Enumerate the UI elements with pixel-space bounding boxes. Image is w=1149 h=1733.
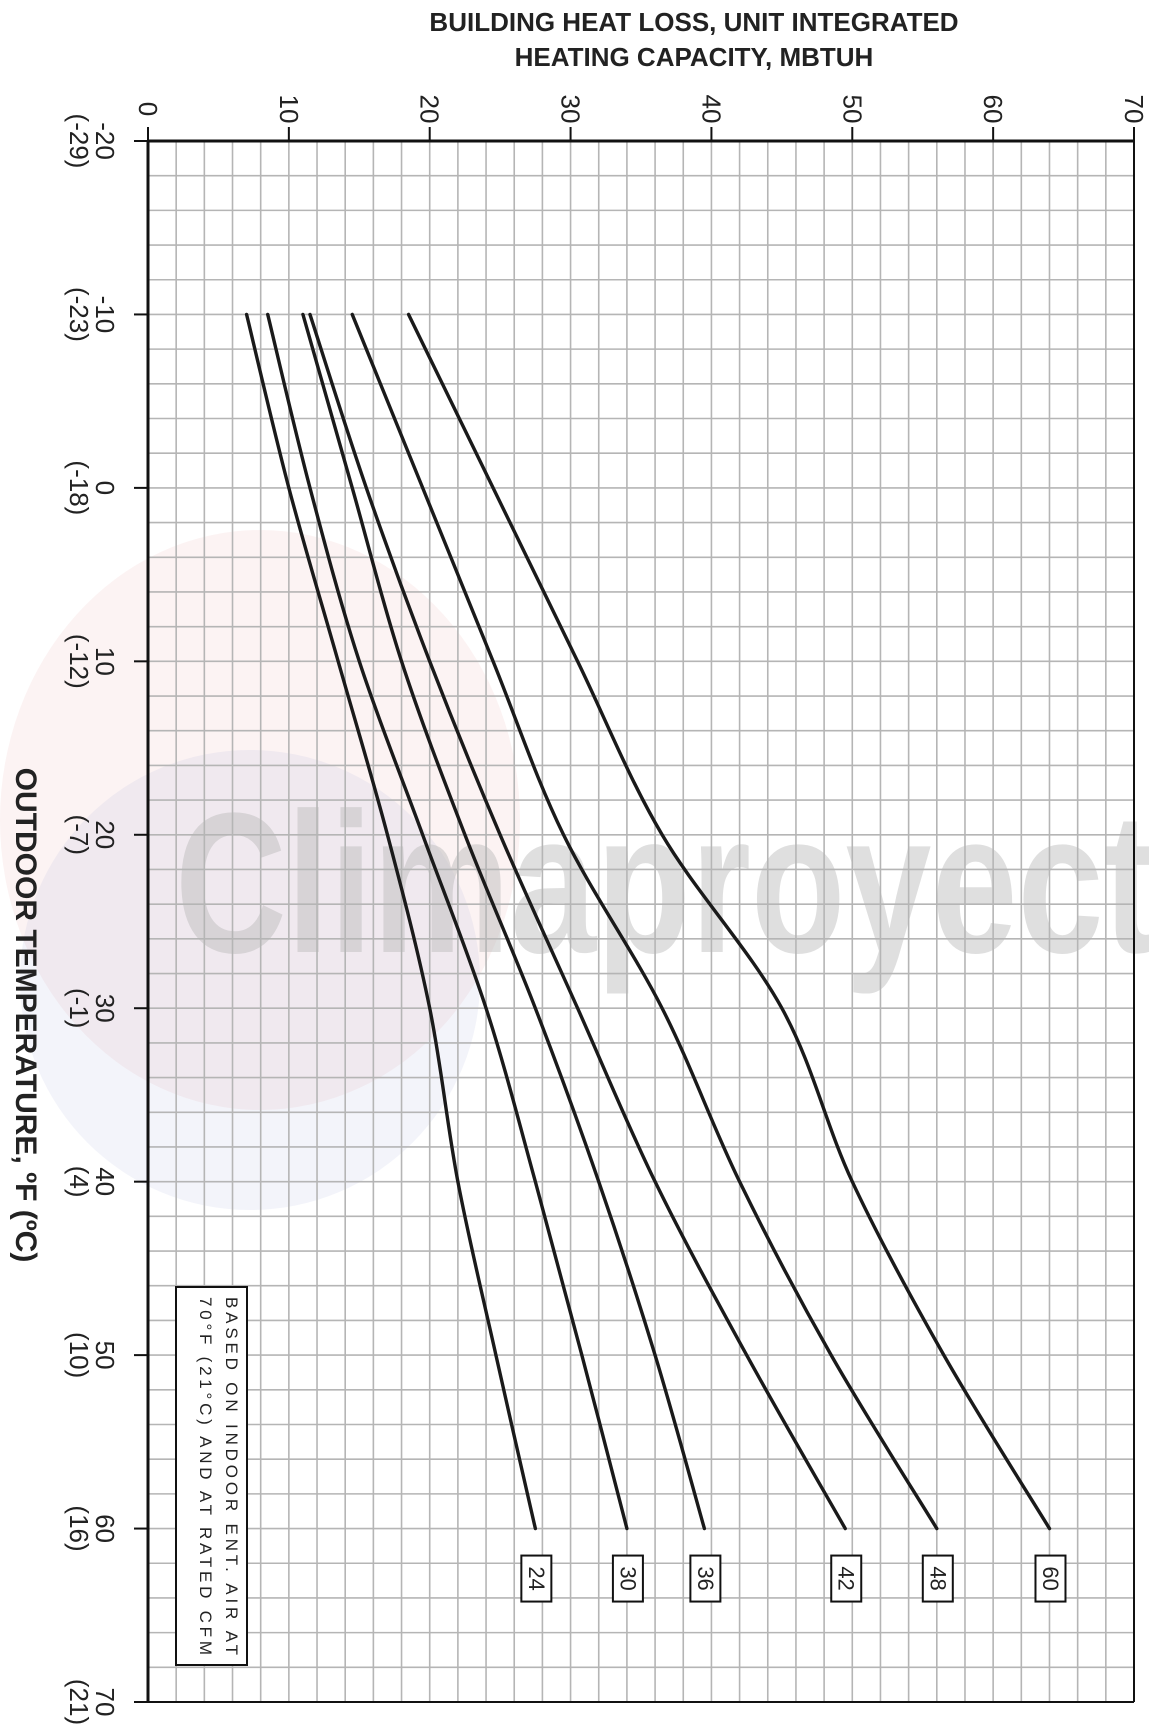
watermark-swoosh-blue [20,750,480,1210]
series-line-24 [244,312,538,1531]
series-label-box-48 [921,1554,954,1603]
capacity-tick-label: 20 [415,95,445,124]
temperature-tick-label-f: 10 [90,647,120,676]
series-label-36: 36 [693,1566,718,1590]
watermark: Climaproyect [0,530,1149,1210]
chart-series [244,312,1052,1531]
chart-title-line-1: BUILDING HEAT LOSS, UNIT INTEGRATED [429,7,958,37]
capacity-tick-label: 40 [696,95,726,124]
series-label-box-30 [611,1554,644,1603]
series-line-60 [406,312,1052,1531]
temperature-tick-label-f: 70 [90,1688,120,1717]
series-label-24: 24 [524,1566,549,1590]
capacity-tick-label: 60 [978,95,1008,124]
temperature-tick-label-f: 20 [90,820,120,849]
temperature-tick-label-f: 50 [90,1341,120,1370]
chart-title-line-2: HEATING CAPACITY, MBTUH [515,42,874,72]
watermark-text: Climaproyect [175,772,1149,995]
temperature-tick-label-c: (-1) [64,988,94,1028]
temperature-tick-label-f: 60 [90,1514,120,1543]
temperature-tick-label-f: 0 [90,481,120,495]
series-line-42 [308,312,847,1531]
temperature-tick-label-c: (-23) [64,287,94,342]
note-frame [175,1286,248,1666]
series-line-30 [266,312,629,1531]
capacity-tick-label: 10 [274,95,304,124]
y-axis-label: OUTDOOR TEMPERATURE, ºF (ºC) [9,768,42,1263]
temperature-tick-label-f: -20 [90,122,120,160]
note-box: BASED ON INDOOR ENT. AIR AT 70°F (21°C) A… [175,1286,248,1666]
temperature-tick-label-f: 40 [90,1167,120,1196]
temperature-tick-label-c: (21) [64,1679,94,1725]
capacity-tick-label: 0 [133,102,163,116]
series-line-48 [350,312,939,1531]
chart-grid [147,140,1135,1703]
temperature-tick-label-f: -10 [90,296,120,334]
series-label-48: 48 [925,1566,950,1590]
temperature-tick-label-f: 30 [90,994,120,1023]
capacity-tick-label: 30 [556,95,586,124]
temperature-tick-label-c: (16) [64,1505,94,1551]
series-label-42: 42 [834,1566,859,1590]
series-label-box-60 [1034,1554,1067,1603]
temperature-tick-label-c: (4) [64,1166,94,1198]
capacity-tick-label: 50 [837,95,867,124]
series-label-box-42 [830,1554,863,1603]
series-line-36 [301,312,707,1531]
chart-axes: 0 10 20 30 40 50 60 70-20(-29)-10(-23)0(-18)10(… [64,95,1149,1726]
series-label-60: 60 [1038,1566,1063,1590]
capacity-tick-label: 70 [1119,95,1149,124]
note-line-2: 70°F (21°C) AND AT RATED CFM [196,1297,215,1655]
temperature-tick-label-c: (-18) [64,460,94,515]
temperature-tick-label-c: (-12) [64,634,94,689]
note-line-1: BASED ON INDOOR ENT. AIR AT [222,1297,241,1655]
series-labels: 24 30 36 42 48 60 [520,1554,1067,1603]
series-label-box-24 [520,1554,553,1603]
temperature-tick-label-c: (10) [64,1332,94,1378]
series-label-30: 30 [615,1566,640,1590]
temperature-tick-label-c: (-7) [64,815,94,855]
series-label-box-36 [689,1554,722,1603]
temperature-tick-label-c: (-29) [64,114,94,169]
